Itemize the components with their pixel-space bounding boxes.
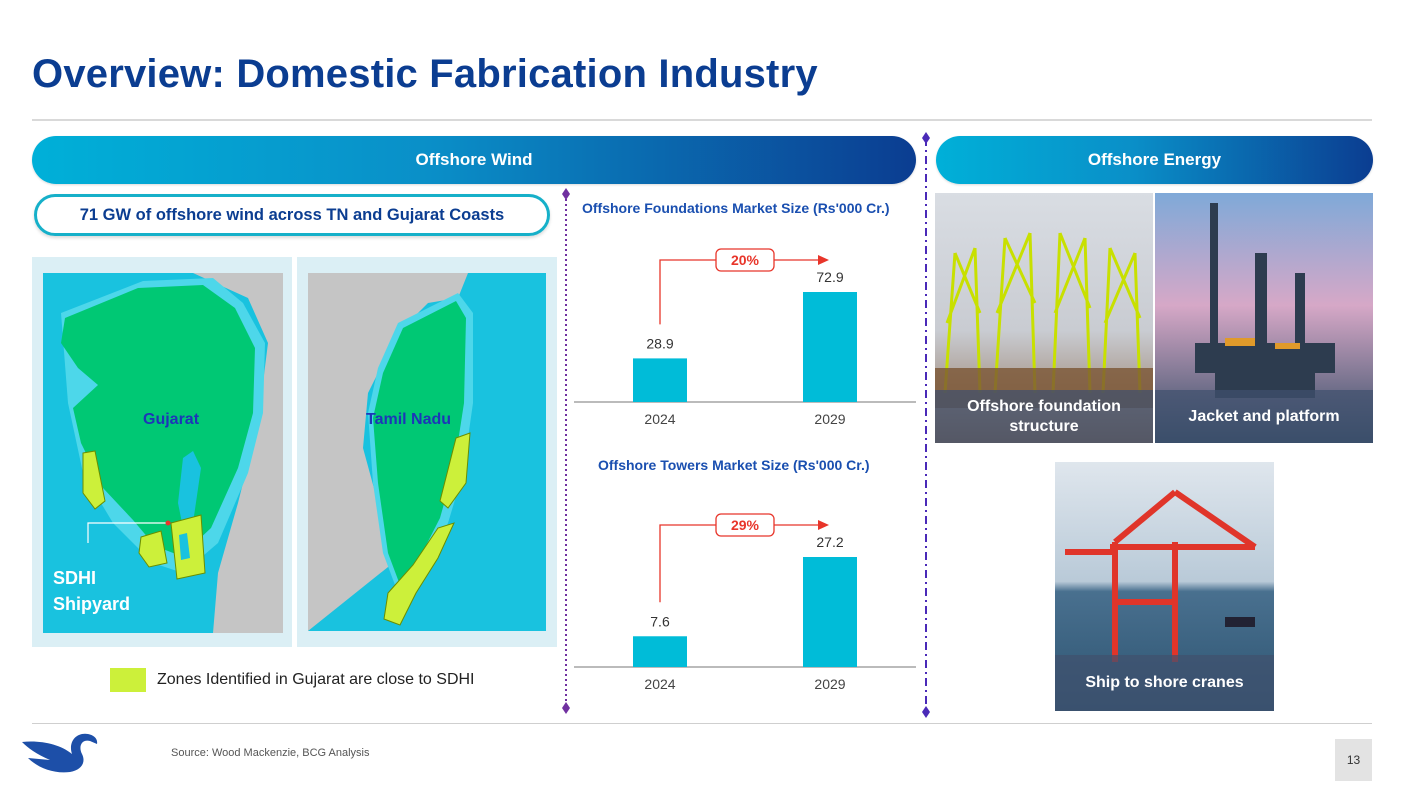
foundations-chart-title: Offshore Foundations Market Size (Rs'000… (582, 200, 890, 216)
zone-area (138, 530, 168, 568)
data-label: 7.6 (650, 613, 670, 629)
port-crane-graphic (1065, 489, 1257, 662)
left-dotted-separator (562, 188, 570, 714)
zone-area (439, 432, 471, 509)
towers-bar-chart: 7.6 2024 27.2 2029 29% (574, 513, 916, 692)
bar-2024 (633, 358, 687, 402)
growth-label: 20% (731, 252, 760, 268)
footer-divider (32, 723, 1372, 724)
growth-arrow-head (818, 255, 829, 265)
foundations-bar-chart: 28.9 2024 72.9 2029 20% (574, 248, 916, 427)
right-dashdot-separator (922, 132, 930, 718)
sdhi-label-line1: SDHI (53, 568, 97, 588)
zone-area (383, 522, 455, 626)
growth-label: 29% (731, 517, 760, 533)
crane-caption: Ship to shore cranes (1055, 655, 1274, 711)
tick-label: 2029 (814, 676, 845, 692)
title-divider (32, 119, 1372, 121)
tick-label: 2024 (644, 676, 675, 692)
page-number: 13 (1335, 739, 1372, 781)
offshore-wind-banner: Offshore Wind (32, 136, 916, 184)
tick-label: 2024 (644, 411, 675, 427)
port-crane-photo: Ship to shore cranes (1055, 462, 1274, 711)
bar-2024 (633, 636, 687, 667)
bar-2029 (803, 557, 857, 667)
data-label: 72.9 (816, 269, 843, 285)
tamil-nadu-map-graphic (308, 273, 473, 631)
data-label: 28.9 (646, 335, 673, 351)
offshore-energy-banner: Offshore Energy (936, 136, 1373, 184)
bar-2029 (803, 292, 857, 402)
zone-area (82, 450, 106, 510)
towers-chart-title: Offshore Towers Market Size (Rs'000 Cr.) (598, 457, 870, 473)
zone-legend-text: Zones Identified in Gujarat are close to… (157, 671, 475, 688)
zone-legend-swatch (110, 668, 146, 692)
gujarat-map-graphic (61, 273, 283, 633)
swan-logo-icon (22, 733, 98, 773)
growth-badge (715, 513, 775, 537)
gujarat-label: Gujarat (143, 411, 200, 428)
gujarat-map: Gujarat SDHI Shipyard (43, 273, 283, 633)
tamil-nadu-map: Tamil Nadu (308, 273, 546, 631)
growth-badge (715, 248, 775, 272)
platform-caption: Jacket and platform (1155, 390, 1373, 443)
sdhi-label-line2: Shipyard (53, 594, 131, 614)
growth-arrow-head (818, 520, 829, 530)
foundation-caption: Offshore foundation structure (935, 390, 1153, 443)
capacity-callout: 71 GW of offshore wind across TN and Guj… (34, 194, 550, 236)
foundation-structure-photo: Offshore foundation structure (935, 193, 1153, 443)
sdhi-shipyard-label: SDHI Shipyard (53, 565, 130, 617)
tamil-nadu-label: Tamil Nadu (366, 411, 452, 428)
tick-label: 2029 (814, 411, 845, 427)
page-title: Overview: Domestic Fabrication Industry (32, 52, 818, 96)
data-label: 27.2 (816, 534, 843, 550)
source-note: Source: Wood Mackenzie, BCG Analysis (171, 747, 370, 759)
oil-rig-photo: Jacket and platform (1155, 193, 1373, 443)
